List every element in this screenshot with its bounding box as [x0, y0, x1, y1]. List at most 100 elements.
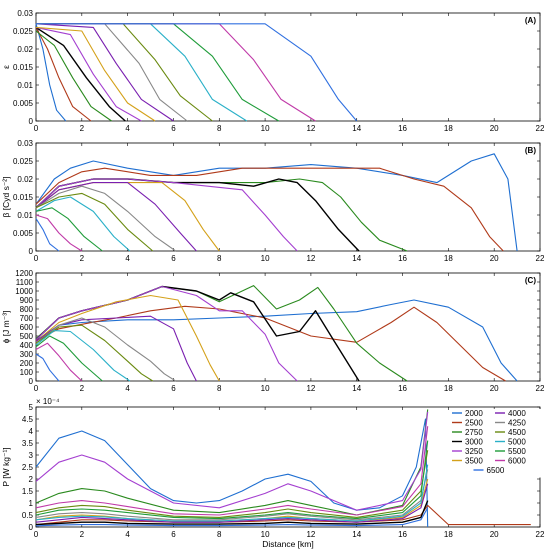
series-line-4500 [35, 324, 154, 382]
x-tick-label: 4 [125, 530, 130, 539]
legend-entry-2750: 2750 [465, 428, 483, 437]
x-tick-label: 10 [261, 254, 270, 263]
x-tick-label: 10 [261, 530, 270, 539]
y-tick-label: 100 [20, 368, 34, 377]
x-tick-label: 14 [352, 254, 361, 263]
series-line-4000 [35, 182, 197, 252]
y-tick-label: 0.02 [17, 45, 33, 54]
y-exponent-label: × 10⁻⁴ [36, 397, 60, 406]
x-tick-label: 4 [125, 254, 130, 263]
series-line-3250 [35, 26, 142, 122]
series-line-5000 [35, 330, 131, 382]
series-line-4000 [35, 483, 429, 523]
series-line-2000 [35, 153, 518, 252]
series-line-6000 [35, 214, 83, 252]
series-line-4250 [35, 185, 177, 252]
legend-entry-6000: 6000 [508, 457, 526, 466]
x-tick-label: 0 [34, 530, 39, 539]
series-line-3250 [35, 285, 298, 382]
y-tick-label: 800 [20, 305, 34, 314]
series-line-5000 [35, 196, 131, 252]
series-line-6000 [35, 426, 429, 516]
x-tick-label: 16 [398, 124, 407, 133]
x-tick-label: 8 [217, 254, 222, 263]
series-line-2750 [35, 285, 408, 382]
panel-3: 0 2 4 6 8 10 12 14 16 18 20 22 010020030040050060070… [1, 269, 545, 393]
series-line-6000 [35, 342, 83, 382]
y-tick-label: 3.5 [22, 439, 34, 448]
series-line-6500 [35, 218, 60, 252]
legend-entry-4250: 4250 [508, 419, 526, 428]
x-tick-label: 14 [352, 384, 361, 393]
x-tick-label: 0 [34, 124, 39, 133]
legend-entry-3250: 3250 [465, 447, 483, 456]
x-tick-label: 12 [306, 384, 315, 393]
x-tick-label: 20 [490, 530, 499, 539]
x-tick-label: 2 [80, 530, 85, 539]
y-tick-label: 2.5 [22, 463, 34, 472]
y-axis-label: ε [1, 65, 11, 69]
y-tick-label: 0 [29, 117, 34, 126]
y-tick-label: 1000 [15, 287, 33, 296]
series-line-3000 [35, 178, 360, 252]
x-tick-label: 2 [80, 124, 85, 133]
series-line-6000 [36, 23, 316, 122]
legend-entry-4000: 4000 [508, 409, 526, 418]
x-tick-label: 2 [80, 254, 85, 263]
legend-entry-2500: 2500 [465, 419, 483, 428]
y-tick-label: 0.005 [13, 229, 34, 238]
y-tick-label: 0.03 [17, 139, 33, 148]
series-line-3250 [35, 178, 298, 252]
x-tick-label: 20 [490, 124, 499, 133]
x-tick-label: 12 [306, 530, 315, 539]
y-tick-label: 1200 [15, 269, 33, 278]
y-tick-label: 0 [29, 377, 34, 386]
y-tick-label: 4.5 [22, 415, 34, 424]
x-tick-label: 8 [217, 384, 222, 393]
series-line-3000 [35, 285, 360, 382]
x-tick-label: 22 [536, 530, 545, 539]
legend-entry-2000: 2000 [465, 409, 483, 418]
y-tick-label: 1100 [16, 278, 34, 287]
y-tick-label: 0.005 [13, 99, 34, 108]
series-line-2750 [35, 409, 429, 516]
series-line-5500 [35, 207, 103, 252]
series-line-3250 [35, 411, 429, 511]
y-tick-label: 0.01 [17, 81, 33, 90]
y-tick-label: 0 [29, 247, 34, 256]
x-tick-label: 12 [306, 254, 315, 263]
panel-label: (C) [525, 276, 536, 285]
legend-entry-5000: 5000 [508, 438, 526, 447]
x-tick-label: 6 [171, 384, 176, 393]
x-tick-label: 12 [306, 124, 315, 133]
y-tick-label: 300 [20, 350, 34, 359]
y-tick-label: 500 [20, 332, 34, 341]
legend-box [450, 409, 542, 478]
x-tick-label: 18 [444, 384, 453, 393]
x-tick-label: 4 [125, 384, 130, 393]
y-tick-label: 700 [20, 314, 34, 323]
series-line-4250 [35, 469, 429, 521]
series-line-6500 [36, 23, 358, 122]
legend-entry-5500: 5500 [508, 447, 526, 456]
x-tick-label: 16 [398, 254, 407, 263]
series-line-5500 [35, 440, 429, 520]
panel-1: 0 2 4 6 8 10 12 14 16 18 20 22 0 0.005 0.01 0.015 0.02 0.… [1, 9, 545, 133]
x-tick-label: 10 [261, 384, 270, 393]
y-tick-label: 0.015 [13, 193, 34, 202]
y-tick-label: 0.5 [22, 511, 34, 520]
series-line-3000 [35, 500, 429, 526]
legend-entry-3500: 3500 [465, 457, 483, 466]
series-line-3500 [35, 26, 156, 122]
y-tick-label: 0.02 [17, 175, 33, 184]
y-tick-label: 0.03 [17, 9, 33, 18]
y-tick-label: 1.5 [22, 487, 34, 496]
series-line-5500 [35, 335, 103, 382]
x-tick-label: 8 [217, 530, 222, 539]
series-line-5000 [35, 464, 429, 522]
y-tick-label: 0 [29, 523, 34, 532]
x-tick-label: 18 [444, 530, 453, 539]
x-tick-label: 16 [398, 384, 407, 393]
